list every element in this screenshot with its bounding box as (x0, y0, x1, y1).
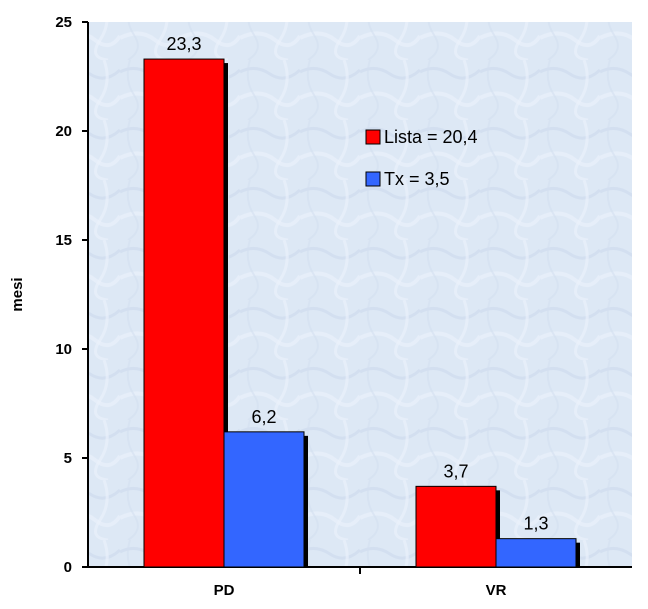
x-tick-label: VR (486, 582, 507, 599)
y-tick-label: 0 (64, 559, 72, 576)
y-tick-label: 10 (55, 341, 72, 358)
y-axis-title: mesi (9, 277, 26, 311)
y-tick-label: 25 (55, 14, 72, 31)
y-tick-label: 20 (55, 123, 72, 140)
bar-value-label: 23,3 (166, 34, 201, 54)
y-tick-label: 5 (64, 450, 72, 467)
y-tick-label: 15 (55, 232, 72, 249)
bar (495, 538, 577, 568)
legend-label: Lista = 20,4 (384, 127, 478, 147)
legend: Lista = 20,4 Tx = 3,5 (365, 127, 478, 189)
legend-swatch (365, 171, 381, 187)
bar (415, 485, 497, 568)
bar-value-label: 1,3 (523, 514, 548, 534)
bar (143, 58, 225, 568)
legend-swatch (365, 129, 381, 145)
x-tick-label: PD (214, 582, 235, 599)
bar (223, 431, 305, 568)
bar-value-label: 3,7 (443, 461, 468, 481)
legend-label: Tx = 3,5 (384, 169, 450, 189)
bar-value-label: 6,2 (251, 407, 276, 427)
